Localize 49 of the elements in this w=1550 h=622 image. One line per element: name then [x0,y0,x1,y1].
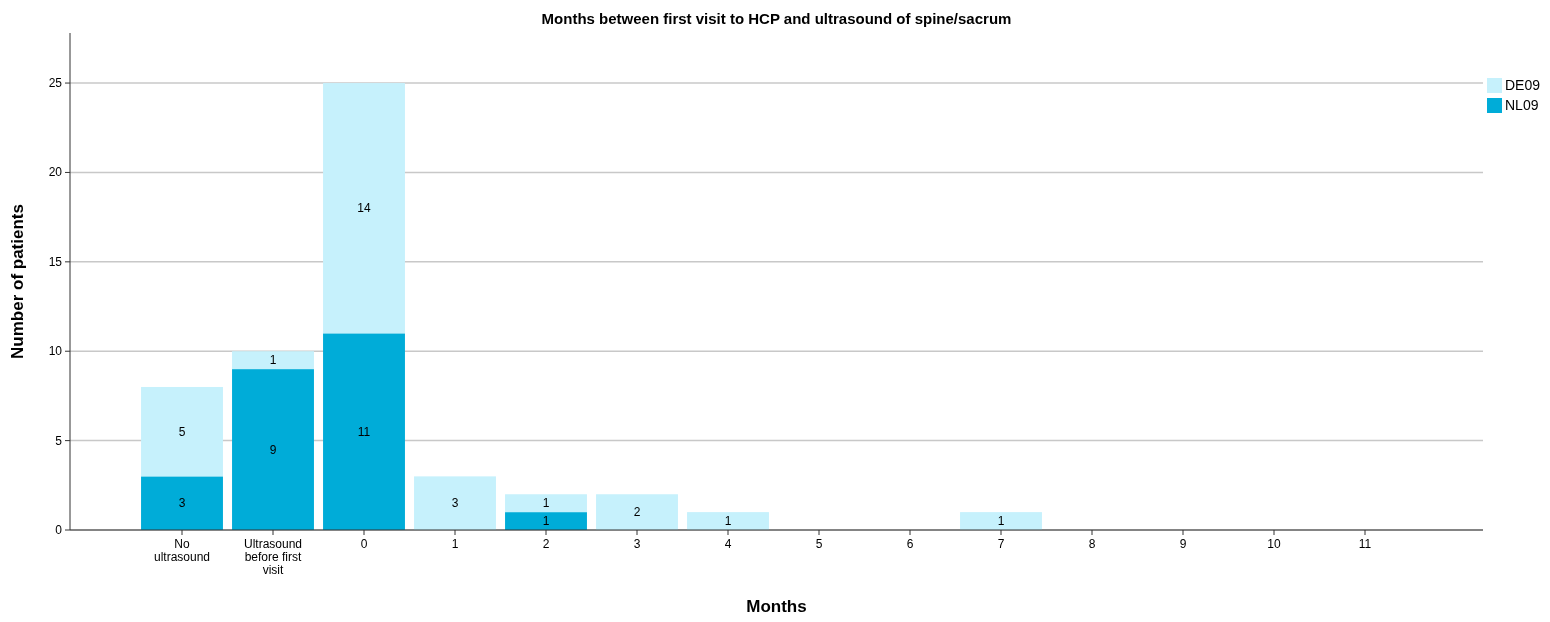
y-tick-label: 20 [48,165,63,180]
x-tick-label: No ultrasound [153,537,211,564]
data-label: 5 [178,424,186,439]
data-label: 3 [178,496,186,511]
bar [505,512,587,530]
x-tick-label: 3 [633,537,641,551]
x-tick-label: 11 [1358,537,1372,551]
x-tick-label: 9 [1179,537,1187,551]
bar [323,333,405,530]
y-axis-title: Number of patients [8,204,27,359]
data-label: 1 [997,514,1005,529]
x-tick-label: 0 [360,537,368,551]
data-label: 1 [269,353,277,368]
data-label: 3 [451,496,459,511]
bar [141,476,223,530]
x-tick-label: Ultrasound before first visit [243,537,303,577]
legend-label: NL09 [1505,97,1539,113]
x-axis-title: Months [746,597,807,616]
bar [414,476,496,530]
x-tick-label: 4 [724,537,732,551]
data-label: 14 [357,201,371,216]
legend-label: DE09 [1505,77,1541,93]
x-tick-label: 2 [542,537,550,551]
x-tick-label: 5 [815,537,823,551]
data-label: 1 [724,514,732,529]
bar [596,494,678,530]
data-label: 2 [633,505,641,520]
x-tick-label: 6 [906,537,914,551]
y-tick-label: 25 [48,76,63,91]
data-label: 1 [542,496,550,511]
chart-title: Months between first visit to HCP and ultrasound of spine/sacrum [541,10,1012,27]
bar [687,512,769,530]
x-tick-label: 10 [1267,537,1281,551]
bar [960,512,1042,530]
bar [232,351,314,370]
x-tick-label: 7 [997,537,1005,551]
bar [232,369,314,530]
y-tick-label: 5 [55,433,63,448]
bar [505,494,587,513]
bar [323,83,405,334]
y-tick-label: 0 [55,523,63,537]
y-tick-label: 10 [48,344,63,359]
y-tick-label: 15 [48,254,63,269]
data-label: 11 [357,424,371,439]
data-label: 9 [269,442,277,457]
x-tick-label: 1 [451,537,459,551]
x-tick-label: 8 [1088,537,1096,551]
data-label: 1 [542,514,550,529]
bar [141,386,223,477]
